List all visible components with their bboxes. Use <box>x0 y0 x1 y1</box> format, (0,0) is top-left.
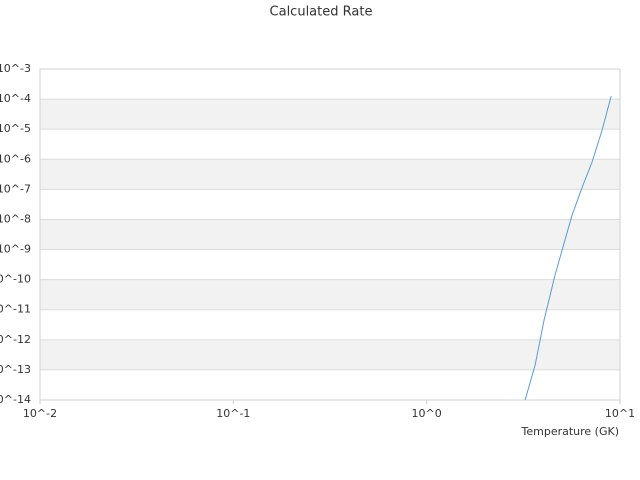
x-tick-label: 10^-1 <box>216 407 250 420</box>
y-tick-label: 10^-8 <box>0 212 31 225</box>
y-tick-label: 10^-12 <box>0 333 31 346</box>
x-axis-label: Temperature (GK) <box>521 425 620 438</box>
bands <box>40 99 620 370</box>
band <box>40 339 620 370</box>
y-tick-label: 10^-9 <box>0 243 31 256</box>
y-tick-label: 10^-4 <box>0 92 31 105</box>
band <box>40 279 620 310</box>
y-tick-label: 10^-3 <box>0 62 31 75</box>
data-line <box>524 95 612 401</box>
band <box>40 99 620 130</box>
y-tick-label: 10^-6 <box>0 152 31 165</box>
y-tick-label: 10^-10 <box>0 273 31 286</box>
y-tick-label: 10^-5 <box>0 122 31 135</box>
y-tick-label: 10^-14 <box>0 393 31 406</box>
x-tick-label: 10^0 <box>412 407 442 420</box>
chart-title: Calculated Rate <box>270 5 373 20</box>
plot-border <box>39 68 621 401</box>
band <box>40 159 620 190</box>
x-tick-label: 10^1 <box>605 407 635 420</box>
band <box>40 219 620 250</box>
x-tick-label: 10^-2 <box>23 407 57 420</box>
y-tick-label: 10^-13 <box>0 363 31 376</box>
y-tick-label: 10^-7 <box>0 182 31 195</box>
y-tick-label: 10^-11 <box>0 303 31 316</box>
